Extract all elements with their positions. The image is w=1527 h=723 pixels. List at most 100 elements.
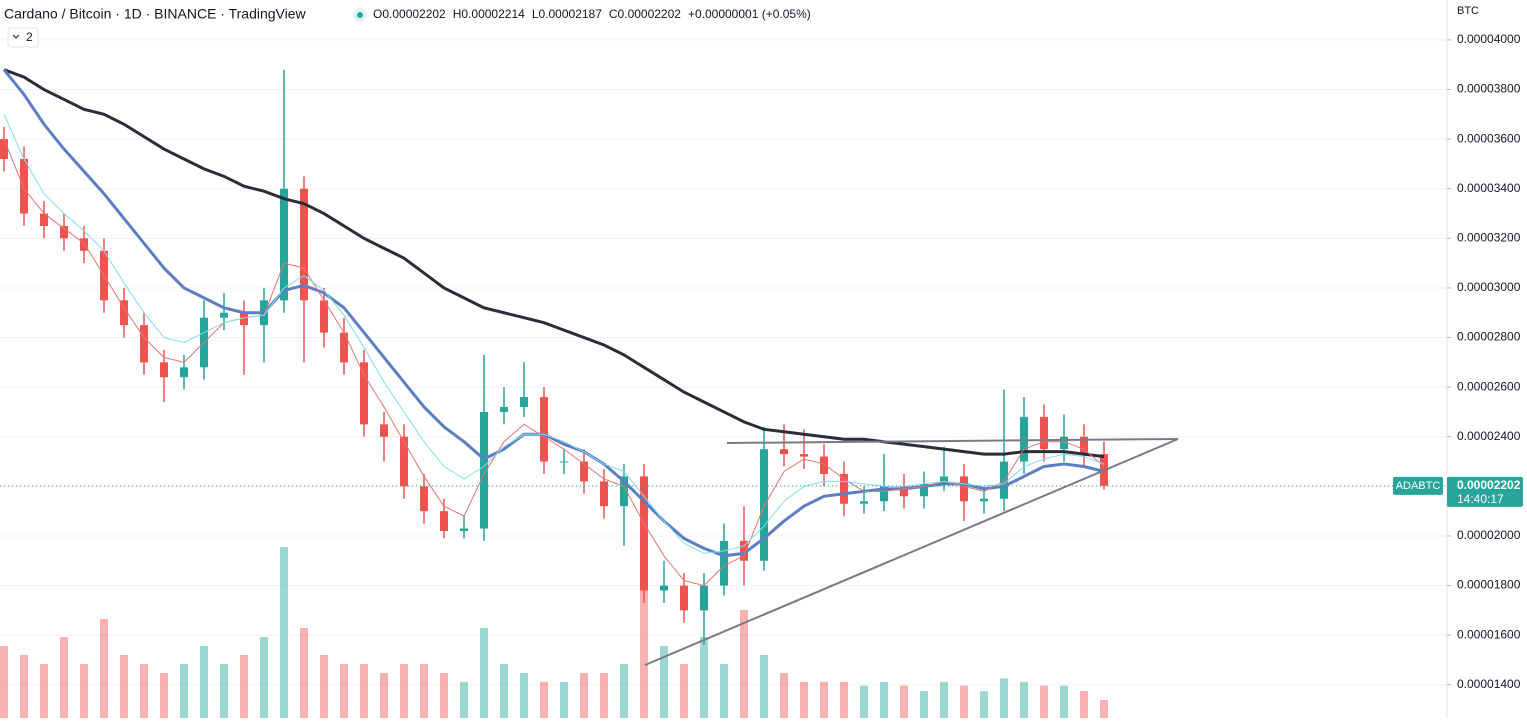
volume-bar: [780, 673, 788, 718]
moving-average: [3, 68, 1105, 459]
moving-average: [3, 138, 1105, 587]
volume-layer: [0, 547, 1108, 718]
y-tick-label: 0.00003200: [1457, 231, 1521, 245]
candle-body: [600, 481, 608, 507]
countdown: 14:40:17: [1457, 492, 1504, 506]
volume-bar: [440, 673, 448, 718]
candle-body: [220, 312, 228, 318]
candle-body: [560, 461, 568, 463]
candle-body: [340, 332, 348, 363]
price-axis: 0.00004000 0.00003800 0.00003600 0.00003400…: [1393, 32, 1523, 691]
volume-bar: [300, 628, 308, 718]
candle-body: [800, 454, 808, 457]
y-tick-label: 0.00002000: [1457, 528, 1521, 542]
y-tick-label: 0.00001400: [1457, 677, 1521, 691]
candle-body: [740, 540, 748, 561]
chevron: [12, 34, 20, 39]
volume-bar: [120, 655, 128, 718]
volume-bar: [480, 628, 488, 718]
volume-bar: [60, 637, 68, 718]
candle-body: [580, 461, 588, 482]
candle-body: [660, 585, 668, 591]
volume-bar: [380, 673, 388, 718]
grid: [0, 39, 1447, 686]
volume-bar: [160, 673, 168, 718]
y-tick-label: 0.00002600: [1457, 379, 1521, 393]
candle-body: [620, 476, 628, 507]
candle-body: [520, 397, 528, 407]
volume-bar: [500, 664, 508, 718]
candle-body: [720, 540, 728, 586]
candle-body: [760, 449, 768, 561]
symbol-tag: [1393, 476, 1443, 495]
volume-bar: [1100, 700, 1108, 718]
volume-bar: [80, 664, 88, 718]
volume-bar: [740, 610, 748, 718]
volume-bar: [1040, 685, 1048, 718]
volume-bar: [1080, 691, 1088, 718]
candle-body: [820, 456, 828, 474]
volume-bar: [200, 646, 208, 718]
candle-body: [920, 483, 928, 497]
candle-body: [840, 473, 848, 504]
ohlc-value: L0.00002187: [532, 7, 602, 21]
candle-body: [940, 476, 948, 484]
y-tick-label: 0.00001800: [1457, 578, 1521, 592]
volume-bar: [100, 619, 108, 718]
y-tick-label: 0.00003400: [1457, 181, 1521, 195]
candle-body: [80, 238, 88, 251]
volume-bar: [980, 691, 988, 718]
candle-body: [1060, 436, 1068, 450]
indicator-toggle[interactable]: [7, 27, 39, 48]
volume-bar: [1020, 682, 1028, 718]
candle-body: [440, 511, 448, 531]
header: Cardano / Bitcoin · 1D · BINANCE · Tradi…: [4, 5, 1479, 48]
y-tick-label: 0.00002400: [1457, 429, 1521, 443]
volume-bar: [0, 646, 8, 718]
line-layer: [0, 68, 1447, 587]
y-tick-label: 0.00002800: [1457, 330, 1521, 344]
volume-bar: [20, 655, 28, 718]
last-price-label: 0.00002202: [1457, 478, 1521, 492]
candle-body: [240, 312, 248, 326]
volume-bar: [620, 664, 628, 718]
candle-body: [700, 585, 708, 611]
volume-bar: [140, 664, 148, 718]
volume-bar: [580, 673, 588, 718]
candle-body: [0, 139, 8, 159]
currency[interactable]: BTC: [1457, 5, 1479, 17]
candle-body: [20, 158, 28, 214]
volume-bar: [340, 664, 348, 718]
volume-bar: [1060, 685, 1068, 718]
candle-body: [480, 411, 488, 529]
volume-bar: [560, 682, 568, 718]
ohlc-legend: O0.00002202 H0.00002214 L0.00002187 C0.0000…: [373, 7, 811, 21]
candle-body: [1020, 416, 1028, 462]
volume-bar: [400, 664, 408, 718]
candle-body: [960, 476, 968, 502]
volume-bar: [540, 682, 548, 718]
candle-body: [160, 362, 168, 378]
ohlc-value: O0.00002202: [373, 7, 446, 21]
candle-body: [120, 300, 128, 326]
candle-body: [380, 424, 388, 437]
candle-body: [400, 436, 408, 487]
chart-title: Cardano / Bitcoin · 1D · BINANCE · Tradi…: [4, 6, 307, 22]
volume-bar: [460, 682, 468, 718]
candle-body: [280, 188, 288, 301]
candle-body: [140, 325, 148, 363]
indicator-count: 2: [26, 30, 33, 44]
volume-bar: [820, 682, 828, 718]
volume-bar: [660, 646, 668, 718]
volume-bar: [920, 691, 928, 718]
y-tick-label: 0.00001600: [1457, 627, 1521, 641]
volume-bar: [700, 637, 708, 718]
y-tick-label: 0.00003000: [1457, 280, 1521, 294]
y-tick-label: 0.00003800: [1457, 82, 1521, 96]
volume-bar: [1000, 678, 1008, 718]
volume-bar: [860, 685, 868, 718]
volume-bar: [900, 685, 908, 718]
volume-bar: [960, 685, 968, 718]
candle-body: [180, 367, 188, 378]
